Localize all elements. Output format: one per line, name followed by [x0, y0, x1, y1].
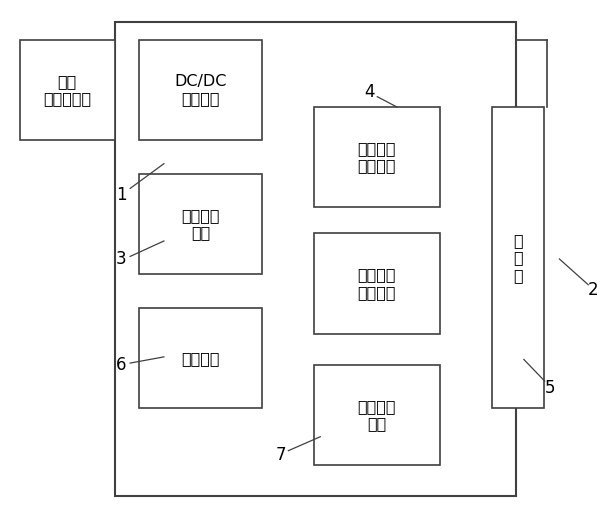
Bar [314, 107, 440, 208]
Bar [492, 107, 544, 408]
Text: DC/DC
转换模块: DC/DC 转换模块 [174, 74, 227, 107]
Text: 反馈电路
模块: 反馈电路 模块 [358, 399, 396, 431]
Text: 微处理器: 微处理器 [182, 351, 220, 366]
Bar [139, 40, 262, 140]
Text: 1: 1 [116, 185, 126, 204]
Text: 驱动电路
模块: 驱动电路 模块 [182, 208, 220, 240]
Bar [20, 40, 115, 140]
Text: 4: 4 [364, 82, 375, 100]
Text: 恒定电压
控制模块: 恒定电压 控制模块 [358, 141, 396, 174]
Text: 恒定电流
控制模块: 恒定电流 控制模块 [358, 267, 396, 300]
Text: 2: 2 [588, 281, 599, 299]
Bar [139, 308, 262, 408]
Bar [314, 233, 440, 334]
Text: 电
池
包: 电 池 包 [513, 233, 523, 283]
Text: 6: 6 [116, 356, 126, 373]
Text: 7: 7 [275, 446, 286, 464]
Bar [314, 365, 440, 465]
Bar [115, 22, 516, 496]
Bar [139, 174, 262, 275]
Text: 3: 3 [116, 250, 126, 268]
Text: 5: 5 [545, 379, 556, 397]
Text: 电源
适配器接口: 电源 适配器接口 [43, 74, 91, 107]
